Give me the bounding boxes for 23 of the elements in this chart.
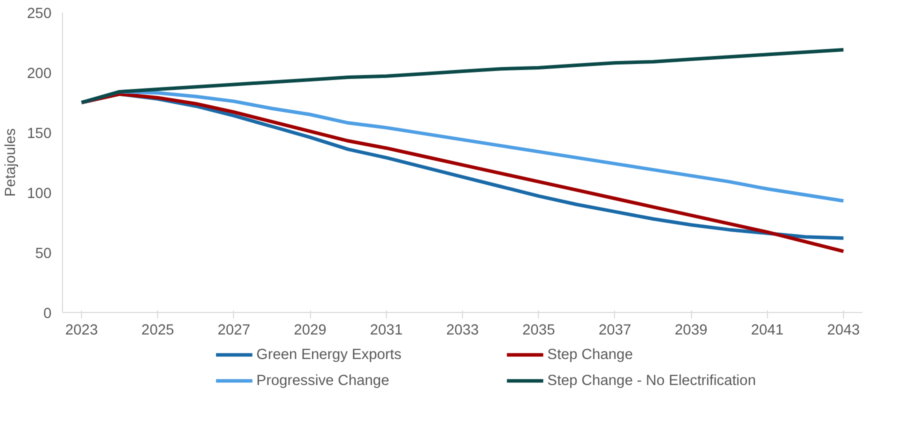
- y-tick-label: 150: [27, 126, 52, 142]
- x-tick-label: 2023: [65, 322, 98, 338]
- y-tick-label: 250: [27, 6, 52, 22]
- x-tick-label: 2043: [827, 322, 860, 338]
- x-tick-label: 2039: [674, 322, 708, 338]
- legend-label: Step Change - No Electrification: [547, 372, 756, 389]
- x-tick-label: 2035: [522, 322, 555, 338]
- y-axis-title: Petajoules: [3, 128, 20, 197]
- legend-label: Progressive Change: [256, 372, 390, 389]
- x-tick-label: 2025: [141, 322, 174, 338]
- y-tick-label: 0: [43, 306, 52, 322]
- x-tick-label: 2033: [446, 322, 479, 338]
- x-tick-label: 2041: [750, 322, 784, 338]
- x-tick-label: 2037: [598, 322, 632, 338]
- legend-label: Green Energy Exports: [256, 346, 402, 363]
- x-tick-label: 2027: [218, 322, 250, 338]
- line-series: [80, 48, 846, 104]
- legend-label: Step Change: [547, 346, 633, 363]
- x-tick-label: 2031: [370, 322, 403, 338]
- x-tick-label: 2029: [294, 322, 326, 338]
- y-tick-label: 200: [27, 66, 52, 82]
- y-tick-label: 50: [35, 246, 52, 262]
- y-tick-label: 100: [27, 186, 52, 202]
